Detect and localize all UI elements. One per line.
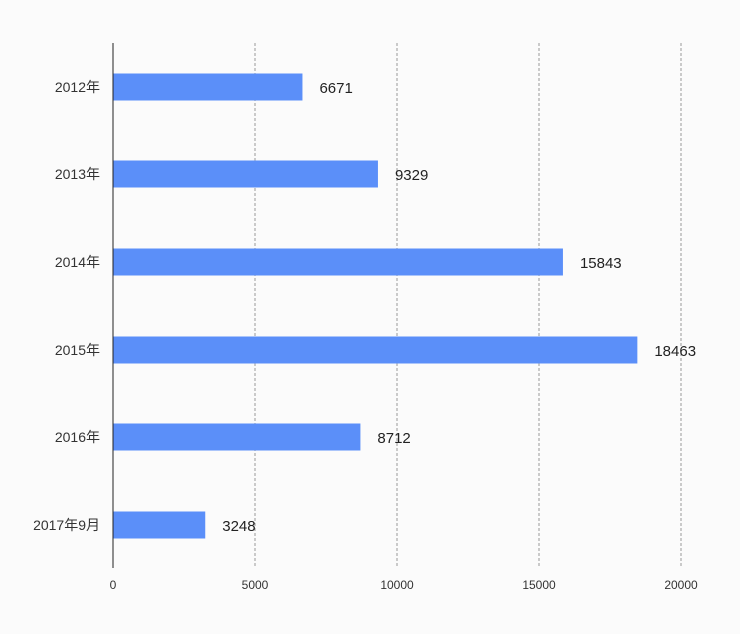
x-tick-label: 10000	[380, 578, 414, 592]
bar-2013年	[113, 160, 378, 188]
bar-2016年	[113, 423, 361, 451]
data-label: 9329	[395, 167, 428, 184]
category-label: 2015年	[55, 342, 100, 358]
data-label: 8712	[377, 430, 410, 447]
bar-2015年	[113, 336, 638, 364]
x-tick-label: 15000	[522, 578, 556, 592]
category-label: 2013年	[55, 166, 100, 182]
category-label: 2012年	[55, 79, 100, 95]
bars	[113, 73, 638, 539]
bar-2017年9月	[113, 511, 206, 539]
data-label: 18463	[654, 343, 696, 360]
bar-2012年	[113, 73, 303, 101]
data-label: 6671	[319, 80, 352, 97]
bar-2014年	[113, 248, 563, 276]
x-tick-label: 20000	[664, 578, 698, 592]
grid-lines	[254, 43, 682, 568]
data-labels: 6671 9329 15843 18463 8712 3248	[222, 80, 696, 535]
category-label: 2016年	[55, 429, 100, 445]
data-label: 3248	[222, 518, 255, 535]
x-tick-label: 0	[110, 578, 117, 592]
data-label: 15843	[580, 255, 622, 272]
category-label: 2017年9月	[33, 517, 100, 533]
category-label: 2014年	[55, 254, 100, 270]
category-labels: 2012年 2013年 2014年 2015年 2016年 2017年9月	[33, 79, 100, 533]
x-tick-label: 5000	[242, 578, 269, 592]
x-axis-tick-labels: 0 5000 10000 15000 20000	[110, 578, 698, 592]
